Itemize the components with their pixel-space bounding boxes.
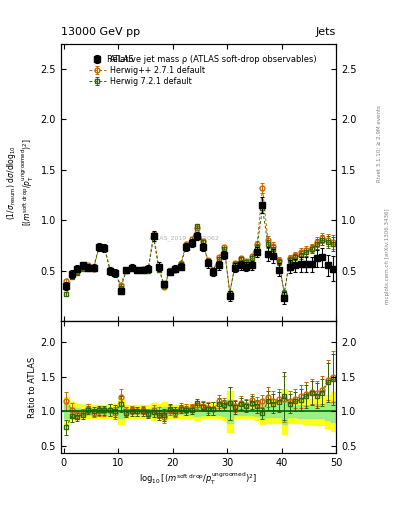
Text: Relative jet mass ρ (ATLAS soft-drop observables): Relative jet mass ρ (ATLAS soft-drop obs… [107,55,317,63]
Text: ATLAS_2019_I1772062: ATLAS_2019_I1772062 [149,235,220,241]
Text: mcplots.cern.ch [arXiv:1306.3436]: mcplots.cern.ch [arXiv:1306.3436] [385,208,389,304]
Y-axis label: Ratio to ATLAS: Ratio to ATLAS [28,356,37,418]
Legend: ATLAS, Herwig++ 2.7.1 default, Herwig 7.2.1 default: ATLAS, Herwig++ 2.7.1 default, Herwig 7.… [87,53,207,88]
Text: Jets: Jets [316,27,336,36]
Y-axis label: $(1/\sigma_{\rm resum})\ {\rm d}\sigma/{\rm d}\log_{10}$
$[(m^{\rm soft\ drop}/p: $(1/\sigma_{\rm resum})\ {\rm d}\sigma/{… [5,138,37,226]
Text: 13000 GeV pp: 13000 GeV pp [61,27,140,36]
Text: Rivet 3.1.10; ≥ 2.9M events: Rivet 3.1.10; ≥ 2.9M events [377,105,382,182]
X-axis label: $\log_{10}[(m^{\rm soft\ drop}/p_{\rm T}^{\rm ungroomed})^2]$: $\log_{10}[(m^{\rm soft\ drop}/p_{\rm T}… [140,471,257,487]
